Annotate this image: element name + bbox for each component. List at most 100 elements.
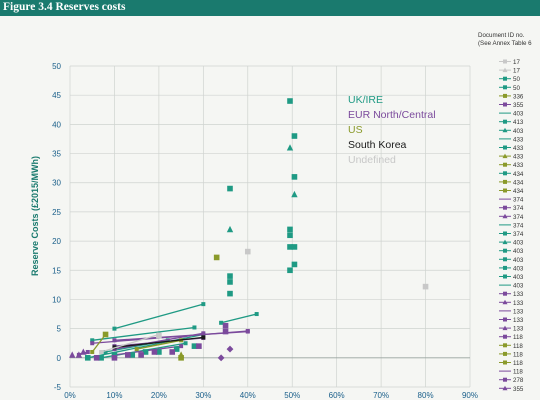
data-point	[287, 232, 293, 239]
legend-marker	[503, 377, 507, 382]
legend-marker	[503, 257, 507, 262]
legend-id: 17	[513, 68, 520, 75]
chart-area: -5 0 5 10 15 20 25 30 35 40 45 50 0% 10% 20% 30% 40% 50% 6…	[0, 16, 540, 400]
data-point	[226, 345, 234, 353]
legend-marker	[502, 239, 508, 245]
legend-marker	[503, 231, 507, 236]
legend-id: 403	[513, 257, 524, 264]
legend-title: Document ID no.	[478, 32, 525, 39]
x-tick-label: 70%	[373, 391, 389, 400]
data-point	[201, 331, 206, 336]
y-tick-label: -5	[54, 383, 62, 392]
legend-id: 403	[513, 128, 524, 135]
category-label: US	[348, 124, 363, 136]
scatter-chart: -5 0 5 10 15 20 25 30 35 40 45 50 0% 10% 20% 30% 40% 50% 6…	[30, 32, 532, 400]
x-tick-label: 30%	[195, 391, 211, 400]
legend-marker	[503, 179, 507, 184]
y-tick-label: 10	[52, 295, 61, 304]
legend-id: 374	[513, 205, 524, 212]
y-tick-label: 30	[52, 179, 61, 188]
legend-id: 133	[513, 317, 524, 324]
grid-layer	[69, 65, 471, 388]
legend-marker	[502, 127, 508, 133]
legend-id: 374	[513, 197, 524, 204]
data-point	[173, 346, 180, 352]
x-tick-label: 0%	[64, 391, 76, 400]
data-point	[138, 352, 144, 358]
data-point	[227, 279, 233, 285]
data-point	[286, 144, 294, 151]
legend-marker	[503, 85, 507, 90]
data-point	[99, 349, 104, 354]
data-point	[129, 352, 136, 358]
y-tick-label: 45	[52, 91, 61, 100]
legend-id: 118	[513, 369, 523, 376]
data-point	[165, 338, 170, 343]
legend-id: 403	[513, 248, 524, 255]
y-tick-label: 5	[57, 325, 62, 334]
legend-marker	[502, 299, 508, 305]
data-point	[192, 325, 197, 330]
data-point	[112, 326, 117, 331]
legend-marker	[503, 102, 507, 107]
category-label: Undefined	[348, 154, 396, 166]
legend-marker	[503, 119, 507, 124]
legend-marker	[503, 205, 507, 210]
data-point	[84, 355, 91, 361]
y-tick-label: 15	[52, 266, 61, 275]
legend-marker	[502, 325, 508, 331]
legend-id: 434	[513, 179, 524, 186]
data-point	[245, 329, 250, 334]
legend-id: 433	[513, 145, 524, 152]
legend-id: 355	[513, 386, 524, 393]
data-point	[227, 273, 233, 279]
legend-marker	[503, 274, 507, 279]
data-point	[287, 98, 293, 104]
data-point	[103, 349, 108, 354]
legend-id: 133	[513, 308, 524, 315]
legend-marker	[503, 343, 507, 348]
legend-id: 118	[513, 334, 523, 341]
data-point	[102, 331, 109, 338]
series-line	[100, 333, 160, 353]
x-tick-label: 10%	[106, 391, 122, 400]
legend-marker	[503, 291, 507, 296]
data-point	[90, 341, 95, 346]
data-point	[80, 348, 87, 355]
legend-id: 403	[513, 265, 524, 272]
legend-id: 374	[513, 231, 524, 238]
data-point	[178, 355, 184, 361]
data-point	[291, 244, 298, 250]
data-point	[287, 244, 293, 250]
legend-id: 403	[513, 283, 524, 290]
legend-marker	[503, 334, 507, 339]
data-point	[98, 355, 104, 361]
x-tick-label: 20%	[151, 391, 167, 400]
legend-id: 413	[513, 119, 524, 126]
legend-marker	[503, 145, 507, 150]
legend-marker	[503, 76, 507, 81]
legend-marker	[502, 213, 508, 219]
x-tick-label: 90%	[462, 391, 478, 400]
data-point	[169, 349, 176, 355]
data-point	[222, 322, 229, 329]
data-point	[90, 338, 95, 343]
data-point	[287, 267, 293, 274]
legend-id: 403	[513, 240, 524, 247]
data-point	[196, 343, 202, 349]
data-point	[156, 349, 162, 355]
data-point	[291, 261, 298, 268]
y-tick-label: 35	[52, 150, 61, 159]
data-point	[291, 133, 298, 139]
legend-id: 133	[513, 291, 524, 298]
legend-id: 434	[513, 188, 524, 195]
figure-title: Figure 3.4 Reserves costs	[3, 1, 126, 13]
data-point	[219, 320, 224, 325]
legend-id: 133	[513, 326, 524, 333]
y-tick-label: 50	[52, 62, 61, 71]
legend-marker	[503, 162, 507, 167]
series-line	[136, 339, 182, 350]
data-point	[422, 283, 429, 290]
series-layer	[69, 98, 429, 362]
x-tick-label: 40%	[240, 391, 256, 400]
